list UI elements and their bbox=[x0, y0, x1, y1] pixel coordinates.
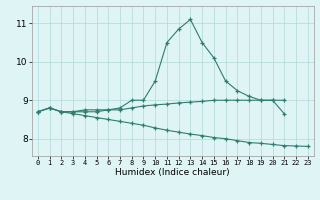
X-axis label: Humidex (Indice chaleur): Humidex (Indice chaleur) bbox=[116, 168, 230, 177]
